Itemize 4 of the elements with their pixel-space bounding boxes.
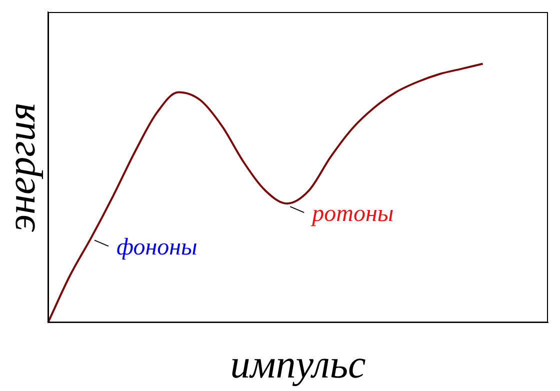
y-axis-title: энергия — [0, 102, 44, 232]
annotation: фононы — [116, 234, 198, 260]
annotation: ротоны — [310, 200, 394, 227]
x-axis-title: импульс — [230, 342, 366, 387]
